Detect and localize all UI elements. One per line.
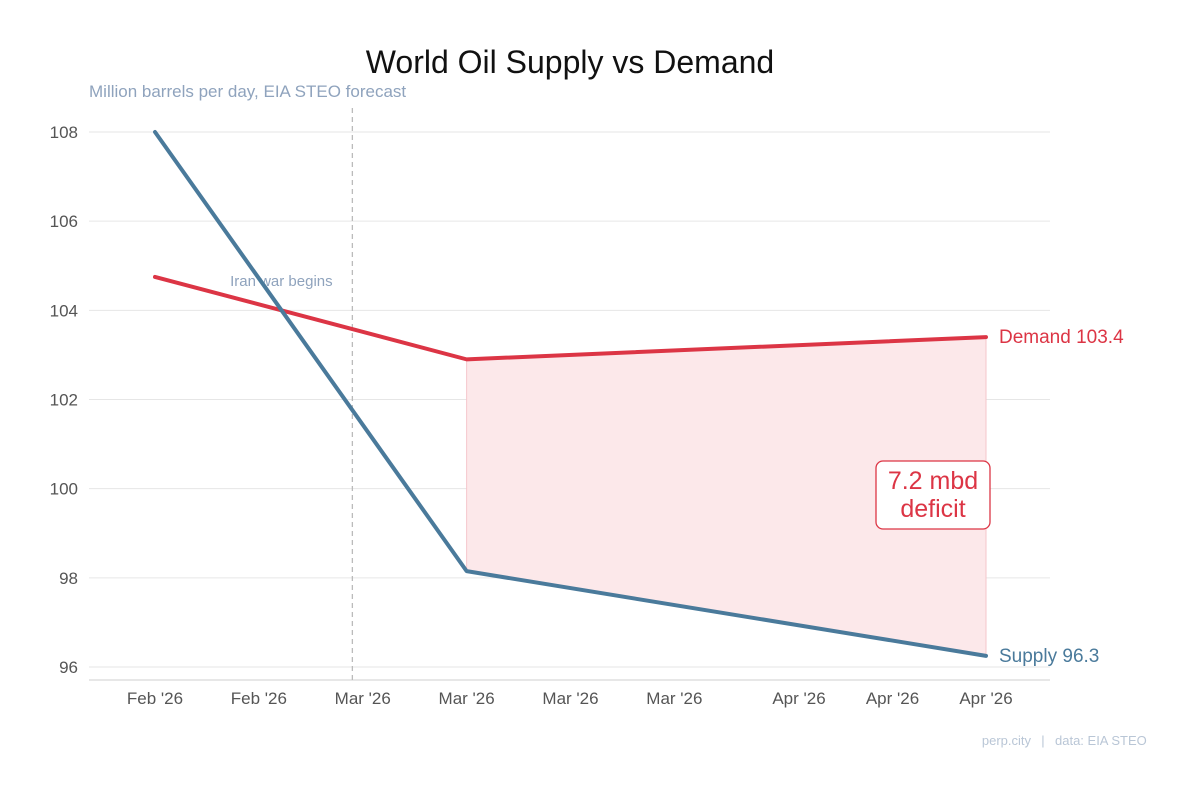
y-tick-label: 98 [59,569,78,588]
deficit-label: deficit [900,495,965,523]
y-tick-label: 106 [50,212,78,231]
footer-data: data: EIA STEO [1055,733,1147,748]
x-tick-label: Feb '26 [231,689,287,708]
supply-end-label: Supply 96.3 [999,646,1099,667]
x-tick-label: Mar '26 [335,689,391,708]
x-tick-label: Apr '26 [866,689,919,708]
demand-line [153,274,988,362]
x-tick-label: Apr '26 [959,689,1012,708]
footer-source: perp.city [982,733,1032,748]
chart-subtitle: Million barrels per day, EIA STEO foreca… [89,82,406,101]
footer-separator: | [1041,733,1044,748]
y-tick-label: 96 [59,658,78,677]
x-tick-label: Apr '26 [772,689,825,708]
deficit-value: 7.2 mbd [888,467,978,495]
deficit-box [875,460,991,530]
footer: perp.city | data: EIA STEO [982,733,1147,748]
x-tick-label: Mar '26 [646,689,702,708]
event-label: Iran war begins [230,273,333,290]
chart-title: World Oil Supply vs Demand [366,44,774,80]
deficit-annotation: 7.2 mbd deficit [875,460,991,530]
series [153,130,988,658]
x-tick-label: Mar '26 [439,689,495,708]
y-tick-label: 104 [50,301,78,320]
supply-line [153,130,988,658]
x-tick-label: Mar '26 [542,689,598,708]
x-axis: Feb '26 Feb '26 Mar '26 Mar '26 Mar '26 Mar '… [127,689,1013,708]
end-labels: Demand 103.4 Supply 96.3 [999,327,1124,667]
deficit-area [466,337,986,656]
y-tick-label: 108 [50,123,78,142]
x-tick-label: Feb '26 [127,689,183,708]
y-tick-label: 102 [50,391,78,410]
demand-end-label: Demand 103.4 [999,327,1124,348]
y-tick-label: 100 [50,480,78,499]
y-axis: 96 98 100 102 104 106 108 [50,123,78,677]
